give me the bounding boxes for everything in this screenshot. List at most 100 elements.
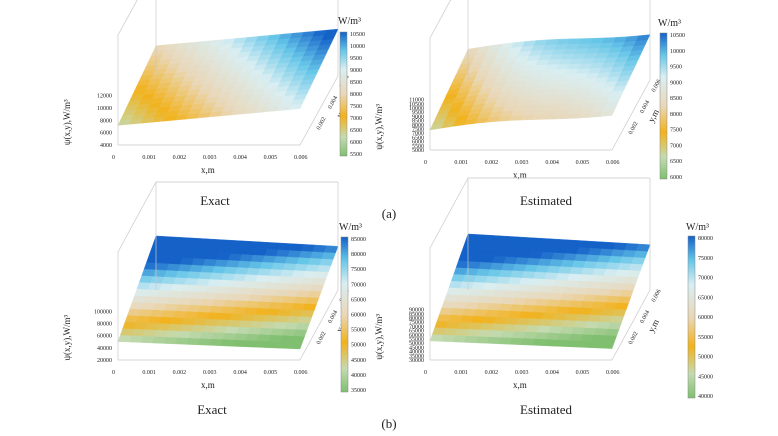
z-tick-label: 35000 <box>409 354 424 360</box>
colorbar-tick-label: 60000 <box>351 313 366 319</box>
z-tick-label: 65000 <box>409 329 424 335</box>
surface-cell <box>300 309 315 318</box>
x-tick-label: 0.004 <box>233 155 247 161</box>
surface-cell <box>312 277 327 286</box>
colorbar-tick-label: 80000 <box>351 252 366 258</box>
colorbar-tick-label: 10500 <box>670 33 685 39</box>
colorbar-tick-label: 6000 <box>670 175 682 181</box>
colorbar-tick-label: 45000 <box>351 358 366 364</box>
x-tick-label: 0.002 <box>485 370 499 376</box>
x-tick-label: 0.001 <box>142 370 156 376</box>
panel-title: Exact <box>200 193 230 208</box>
x-axis-label: x,m <box>201 380 215 390</box>
colorbar-tick-label: 55000 <box>351 328 366 334</box>
axis-box-edge <box>117 0 138 36</box>
y-axis-label: y,m <box>646 108 661 124</box>
surface-panel-b-exact: 0 0.001 0.002 0.003 0.004 0.005 0.006 x,m 0.002 0… <box>62 181 366 417</box>
z-tick-label: 70000 <box>409 324 424 330</box>
z-tick-label: 90000 <box>409 308 424 314</box>
x-axis-label: x,m <box>513 380 527 390</box>
x-tick-label: 0 <box>424 160 427 166</box>
x-tick-label: 0.004 <box>545 370 559 376</box>
x-tick-label: 0.003 <box>515 160 529 166</box>
colorbar-tick-label: 6500 <box>350 128 362 134</box>
z-tick-label: 9000 <box>412 114 424 120</box>
colorbar-tick-label: 50000 <box>698 355 713 361</box>
z-tick-label: 30000 <box>409 358 424 364</box>
surface-cell <box>600 341 615 349</box>
y-tick-label: 0.006 <box>651 79 663 94</box>
z-tick-label: 60000 <box>409 333 424 339</box>
z-tick-label: 75000 <box>409 320 424 326</box>
z-tick-label: 55000 <box>409 337 424 343</box>
surface-cell <box>619 289 634 297</box>
colorbar-tick-label: 9500 <box>670 65 682 71</box>
surface-cell <box>628 263 644 271</box>
colorbar-tick-label: 10000 <box>670 49 685 55</box>
z-tick-label: 7500 <box>412 127 424 133</box>
colorbar <box>687 235 696 399</box>
z-tick-label: 80000 <box>409 316 424 322</box>
surface-cell <box>309 284 325 292</box>
colorbar-tick-label: 10000 <box>350 44 365 50</box>
x-tick-label: 0.001 <box>454 370 468 376</box>
y-tick-label: 0.004 <box>639 310 651 325</box>
surface-cell <box>626 269 641 278</box>
colorbar <box>659 32 668 180</box>
z-tick-label: 8500 <box>412 119 424 125</box>
z-axis-label: ψ(x,y),W/m³ <box>374 314 384 360</box>
colorbar-tick-label: 9500 <box>350 56 362 62</box>
colorbar-tick-label: 7000 <box>350 116 362 122</box>
z-tick-label: 7000 <box>412 131 424 137</box>
figure-label-a: (a) <box>382 206 396 221</box>
y-tick-label: 0.002 <box>628 331 640 346</box>
z-tick-label: 6000 <box>100 131 112 137</box>
x-tick-label: 0.004 <box>233 370 247 376</box>
colorbar-tick-label: 7000 <box>670 143 682 149</box>
colorbar <box>339 31 348 157</box>
x-tick-label: 0 <box>112 155 115 161</box>
y-tick-label: 0.002 <box>316 116 328 131</box>
surface-cell <box>290 335 306 343</box>
z-tick-label: 80000 <box>97 322 112 328</box>
colorbar-tick-label: 7500 <box>350 104 362 110</box>
z-tick-label: 100000 <box>94 309 112 315</box>
surface-cell <box>633 250 648 258</box>
x-axis-label: x,m <box>201 165 215 175</box>
surface-panel-a-estimated: 0 0.001 0.002 0.003 0.004 0.005 0.006 x,m 0.002 0… <box>374 0 685 208</box>
x-tick-label: 0.005 <box>264 370 278 376</box>
colorbar-tick-label: 8500 <box>350 80 362 86</box>
colorbar-tick-label: 70000 <box>698 276 713 282</box>
colorbar-tick-label: 5500 <box>350 152 362 158</box>
z-tick-label: 6500 <box>412 135 424 141</box>
surface-cell <box>624 276 639 284</box>
surface-cell <box>609 315 625 323</box>
z-tick-label: 50000 <box>409 341 424 347</box>
colorbar-unit: W/m³ <box>339 222 362 233</box>
surface-cell <box>621 282 637 291</box>
z-tick-label: 40000 <box>409 350 424 356</box>
z-tick-label: 5500 <box>412 144 424 150</box>
colorbar-tick-label: 45000 <box>698 374 713 380</box>
y-tick-label: 0.002 <box>316 331 328 346</box>
z-tick-label: 8000 <box>100 118 112 124</box>
axis-box-edge <box>429 177 469 249</box>
y-axis-label: y,m <box>646 318 661 334</box>
z-tick-label: 40000 <box>97 346 112 352</box>
figure-label-b: (b) <box>381 416 396 431</box>
surface-cell <box>293 329 308 337</box>
colorbar-tick-label: 60000 <box>698 315 713 321</box>
colorbar-tick-label: 10500 <box>350 32 365 38</box>
axis-box-edge <box>299 75 339 146</box>
x-tick-label: 0.004 <box>545 160 559 166</box>
colorbar-tick-label: 7500 <box>670 128 682 134</box>
colorbar-tick-label: 40000 <box>351 373 366 379</box>
x-tick-label: 0.001 <box>454 160 468 166</box>
x-tick-label: 0.006 <box>294 155 308 161</box>
colorbar-tick-label: 8500 <box>670 96 682 102</box>
x-tick-label: 0 <box>112 370 115 376</box>
surface-cell <box>307 290 322 298</box>
surface-cell <box>314 271 329 279</box>
x-tick-label: 0.006 <box>606 370 620 376</box>
